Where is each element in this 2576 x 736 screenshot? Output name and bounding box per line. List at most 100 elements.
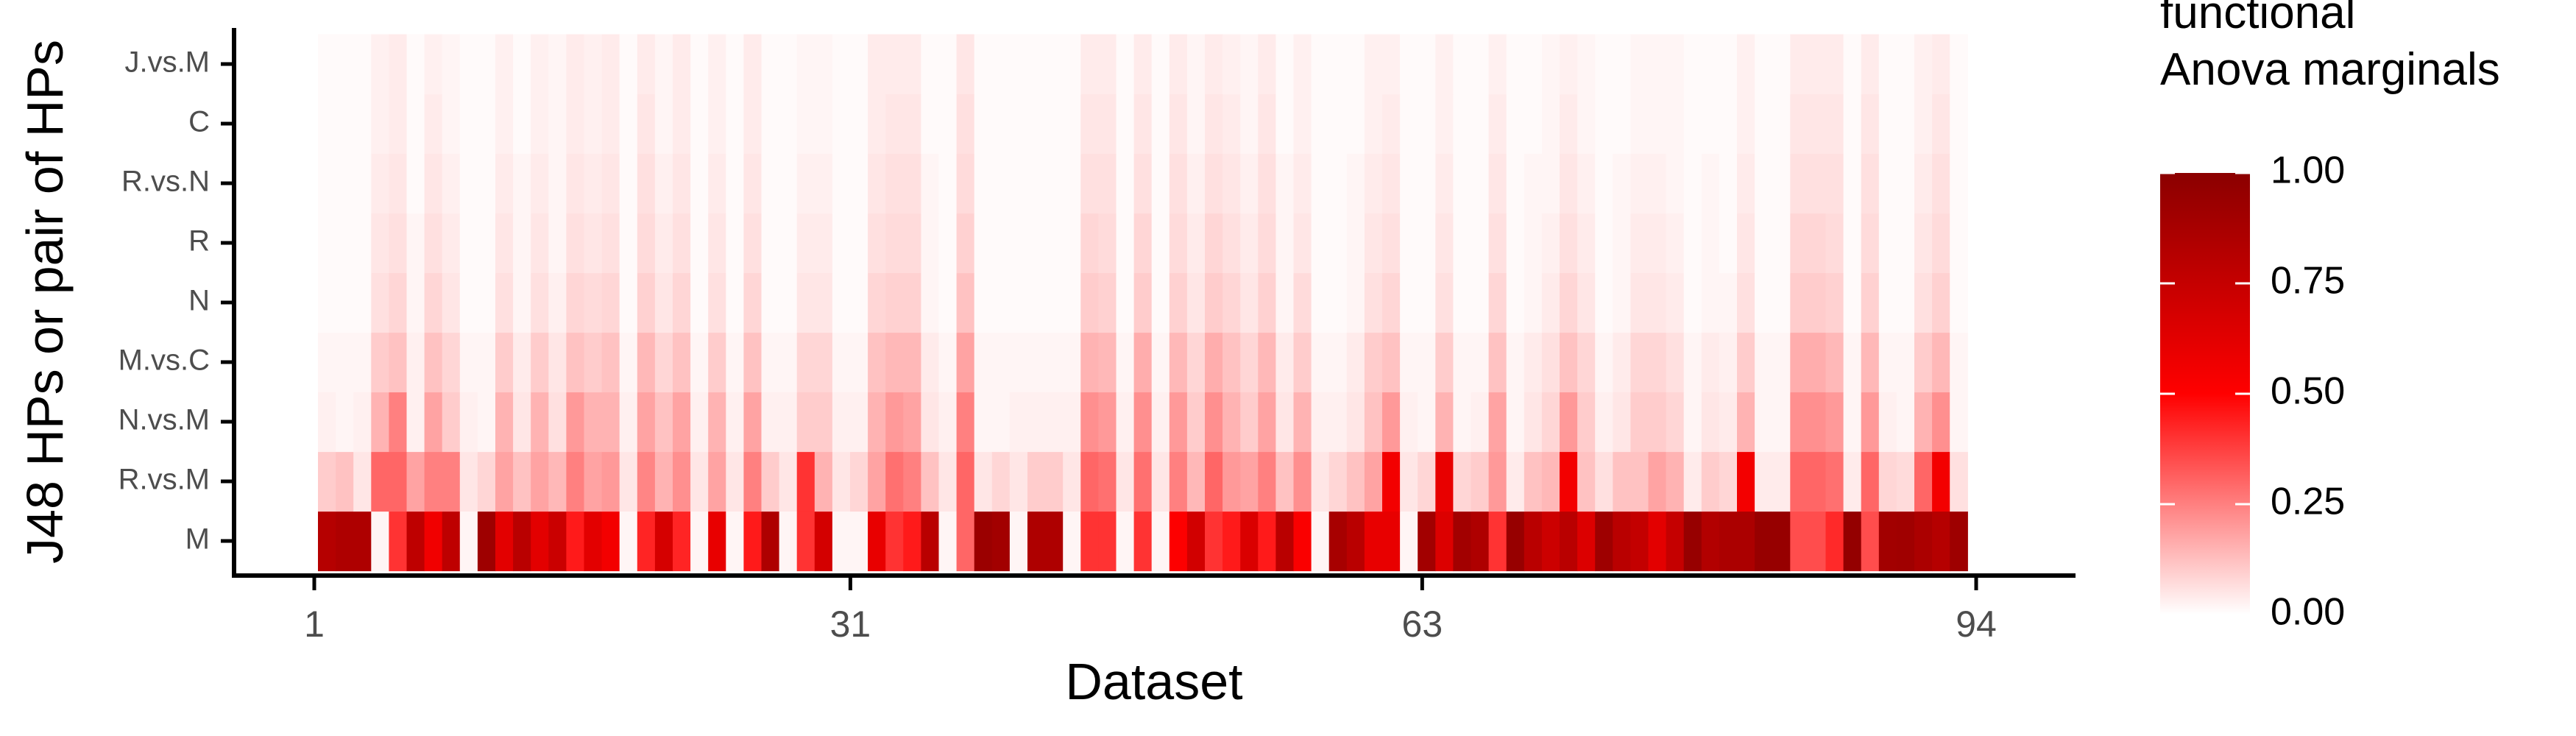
heatmap-cell: [761, 392, 780, 453]
heatmap-cell: [956, 332, 975, 393]
heatmap-cell: [1790, 511, 1808, 572]
heatmap-cell: [1648, 511, 1667, 572]
heatmap-cell: [459, 213, 478, 274]
heatmap-cell: [885, 272, 904, 333]
heatmap-cell: [424, 153, 443, 214]
heatmap-cell: [1080, 451, 1099, 512]
heatmap-cell: [1506, 93, 1525, 155]
heatmap-cell: [336, 93, 354, 155]
heatmap-cell: [1506, 213, 1525, 274]
heatmap-cell: [1382, 153, 1401, 214]
heatmap-cell: [1790, 34, 1808, 95]
heatmap-cell: [1737, 93, 1755, 155]
heatmap-cell: [1009, 511, 1028, 572]
heatmap-cell: [1701, 213, 1720, 274]
heatmap-cell: [1506, 153, 1525, 214]
heatmap-cell: [336, 392, 354, 453]
heatmap-cell: [1364, 272, 1383, 333]
heatmap-cell: [1825, 213, 1844, 274]
heatmap-cell: [1471, 272, 1490, 333]
heatmap-cell: [1063, 34, 1081, 95]
heatmap-cell: [353, 332, 372, 393]
heatmap-cell: [1666, 34, 1685, 95]
heatmap-cell: [1240, 451, 1259, 512]
heatmap-cell: [1648, 332, 1667, 393]
heatmap-cell: [548, 93, 567, 155]
heatmap-cell: [1240, 511, 1259, 572]
heatmap-cell: [1205, 451, 1223, 512]
heatmap-cell: [1133, 332, 1153, 393]
heatmap-cell: [566, 34, 585, 95]
heatmap-cell: [991, 213, 1011, 274]
heatmap-cell: [1737, 34, 1755, 95]
heatmap-cell: [1755, 392, 1773, 453]
heatmap-cell: [673, 511, 691, 572]
heatmap-cell: [1825, 34, 1844, 95]
heatmap-cell: [1400, 272, 1418, 333]
heatmap-cell: [1541, 34, 1560, 95]
heatmap-cell: [814, 34, 833, 95]
heatmap-cell: [956, 34, 975, 95]
heatmap-cell: [406, 34, 425, 95]
heatmap-cell: [1346, 511, 1365, 572]
heatmap-cell: [1896, 511, 1915, 572]
heatmap-cell: [1648, 213, 1667, 274]
heatmap-cell: [336, 332, 354, 393]
heatmap-cell: [1116, 213, 1135, 274]
heatmap-cell: [1914, 153, 1933, 214]
heatmap-cell: [1524, 93, 1543, 155]
heatmap-cell: [956, 392, 975, 453]
heatmap-cell: [1169, 511, 1188, 572]
heatmap-cell: [459, 34, 478, 95]
heatmap-cell: [1293, 392, 1312, 453]
heatmap-cell: [1151, 93, 1170, 155]
heatmap-cell: [1541, 511, 1560, 572]
heatmap-cell: [921, 153, 940, 214]
heatmap-cell: [1400, 451, 1418, 512]
heatmap-cell: [1116, 272, 1135, 333]
heatmap-cell: [1328, 392, 1348, 453]
heatmap-cell: [1471, 511, 1490, 572]
heatmap-cell: [1027, 272, 1046, 333]
heatmap-cell: [1755, 213, 1773, 274]
heatmap-cell: [353, 93, 372, 155]
heatmap-cell: [371, 511, 389, 572]
heatmap-cell: [1328, 451, 1348, 512]
heatmap-cell: [921, 272, 940, 333]
heatmap-cell: [1577, 511, 1596, 572]
heatmap-cell: [1896, 93, 1915, 155]
heatmap-cell: [531, 272, 549, 333]
heatmap-cell: [991, 392, 1011, 453]
heatmap-cell: [1205, 392, 1223, 453]
heatmap-cell: [637, 213, 656, 274]
heatmap-cell: [1737, 272, 1755, 333]
heatmap-cell: [1205, 153, 1223, 214]
heatmap-cell: [1453, 272, 1472, 333]
heatmap-cell: [1151, 34, 1170, 95]
x-axis-ticks: 1 31 63 94: [304, 576, 1997, 645]
heatmap-cell: [690, 511, 709, 572]
heatmap-cell: [1755, 272, 1773, 333]
legend-tick-label: 0.75: [2271, 260, 2345, 302]
heatmap-cell: [1577, 213, 1596, 274]
heatmap-cell: [442, 511, 461, 572]
heatmap-cell: [353, 272, 372, 333]
heatmap-cell: [1790, 153, 1808, 214]
heatmap-cell: [513, 511, 531, 572]
heatmap-cell: [1258, 93, 1276, 155]
heatmap-cell: [726, 213, 744, 274]
heatmap-cell: [1878, 93, 1897, 155]
y-tick-label: R.vs.N: [121, 166, 210, 198]
heatmap-cell: [513, 34, 531, 95]
heatmap-cell: [938, 272, 958, 333]
heatmap-cell: [1896, 213, 1915, 274]
heatmap-cell: [1896, 34, 1915, 95]
heatmap-cell: [1222, 213, 1241, 274]
heatmap-cell: [1293, 34, 1312, 95]
heatmap-cell: [1755, 451, 1773, 512]
heatmap-cell: [814, 153, 833, 214]
heatmap-cell: [1683, 213, 1702, 274]
heatmap-cell: [1808, 272, 1827, 333]
heatmap-cell: [1151, 511, 1170, 572]
heatmap-cell: [1683, 451, 1702, 512]
